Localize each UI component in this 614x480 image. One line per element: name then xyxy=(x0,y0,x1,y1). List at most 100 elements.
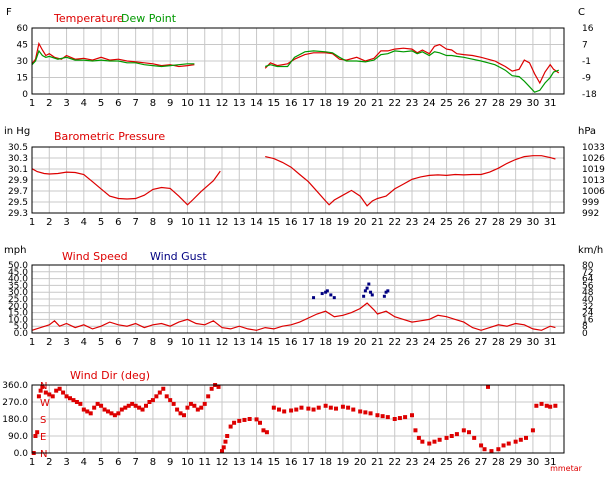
wind-dir-point xyxy=(57,386,62,391)
x-tick-label: 16 xyxy=(285,457,298,468)
wind-dir-grid xyxy=(31,384,564,454)
wind-dir-point xyxy=(102,407,107,412)
wind-dir-point xyxy=(199,405,204,410)
x-tick-label: 9 xyxy=(167,337,173,348)
x-tick-label: 8 xyxy=(150,337,156,348)
right-tick-label: 1026 xyxy=(582,154,605,164)
wind-dir-point xyxy=(99,403,104,408)
wind-gust-point xyxy=(325,289,329,293)
wind-dir-point xyxy=(482,447,487,452)
x-tick-label: 21 xyxy=(371,457,384,468)
wind-dir-point xyxy=(254,417,259,422)
wind-dir-point xyxy=(489,449,494,454)
wind-dir-point xyxy=(154,394,159,399)
wind-dir-point xyxy=(47,392,52,397)
x-tick-label: 23 xyxy=(406,457,419,468)
left-tick-label: 270.0 xyxy=(2,398,28,408)
wind-dir-point xyxy=(144,403,148,408)
x-tick-label: 29 xyxy=(509,217,522,228)
wind-dir-point xyxy=(548,404,553,409)
wind-dir-point xyxy=(237,418,242,423)
wind-dir-point xyxy=(88,411,93,416)
x-tick-label: 2 xyxy=(46,337,52,348)
x-tick-label: 26 xyxy=(457,337,470,348)
wind-dir-point xyxy=(479,443,484,448)
wind-dir-point xyxy=(106,409,110,414)
temp-right-ticks: 16 7 -1 -9 -18 xyxy=(582,24,597,100)
wind-dir-point xyxy=(392,417,397,421)
left-tick-label: 30.3 xyxy=(8,154,28,164)
wind-dir-point xyxy=(420,439,425,444)
x-tick-label: 27 xyxy=(475,337,488,348)
wind-dir-point xyxy=(216,384,221,389)
x-tick-label: 26 xyxy=(457,98,470,109)
wind-dir-point xyxy=(85,409,90,414)
x-tick-label: 28 xyxy=(492,98,505,109)
right-tick-label: 999 xyxy=(582,198,599,208)
wind-dir-point xyxy=(264,430,269,435)
wind-dir-point xyxy=(61,390,66,395)
left-tick-label: 40.0 xyxy=(8,275,28,285)
wind-gust-point xyxy=(386,289,390,293)
right-tick-label: 992 xyxy=(582,209,599,219)
right-tick-label: 7 xyxy=(582,41,588,51)
x-tick-label: 12 xyxy=(216,457,229,468)
watermark: mmetar xyxy=(550,464,583,473)
x-tick-label: 7 xyxy=(132,457,138,468)
x-tick-label: 1 xyxy=(29,337,35,348)
wind-dir-point xyxy=(397,416,402,421)
wind-dir-point xyxy=(299,405,304,410)
x-tick-label: 27 xyxy=(475,457,488,468)
left-tick-label: 45 xyxy=(17,41,28,51)
right-tick-label: 1006 xyxy=(582,187,605,197)
wind-gust-point xyxy=(370,293,374,297)
x-tick-label: 8 xyxy=(150,457,156,468)
wind-dir-point xyxy=(358,409,363,414)
x-tick-label: 8 xyxy=(150,98,156,109)
x-tick-label: 10 xyxy=(181,457,194,468)
x-tick-label: 9 xyxy=(167,457,173,468)
x-tick-label: 31 xyxy=(544,457,557,468)
wind-gust-point xyxy=(369,290,373,294)
wind-dir-point xyxy=(123,405,128,410)
compass-label: E xyxy=(40,432,46,443)
wind-dir-point xyxy=(496,447,501,452)
wind-x-ticks: 1 2 3 4 5 6 7 8 9 10 11 12 13 14 15 16 17 18 19 20 21 22 23 24 2… xyxy=(29,337,557,348)
x-tick-label: 25 xyxy=(440,337,453,348)
wind-dir-point xyxy=(416,435,421,440)
x-tick-label: 4 xyxy=(81,457,87,468)
wind-dir-point xyxy=(140,407,145,412)
wind-dir-point xyxy=(171,401,176,406)
wind-dir-point xyxy=(206,394,211,399)
x-tick-label: 24 xyxy=(423,98,436,109)
x-tick-label: 18 xyxy=(319,457,332,468)
x-tick-label: 18 xyxy=(319,217,332,228)
wind-dir-point xyxy=(137,405,142,410)
wind-left-ticks: 50.045.040.035.030.025.020.015.010.05.00… xyxy=(8,261,28,339)
wind-dir-point xyxy=(109,411,114,416)
wind-dir-point xyxy=(427,441,432,446)
right-tick-label: 1019 xyxy=(582,165,605,175)
x-tick-label: 28 xyxy=(492,337,505,348)
wind-dir-point xyxy=(444,435,449,440)
wind-dir-point xyxy=(539,401,544,406)
left-tick-label: 25.0 xyxy=(8,295,28,305)
x-tick-label: 31 xyxy=(544,217,557,228)
wind-dir-x-ticks: 1 2 3 4 5 6 7 8 9 10 11 12 13 14 15 16 17 18 19 20 21 22 23 24 2… xyxy=(29,457,557,468)
wind-dir-title: Wind Dir (deg) xyxy=(70,369,150,382)
wind-dir-point xyxy=(36,394,41,399)
temperature-line xyxy=(31,41,195,68)
wind-gust-point xyxy=(312,296,316,300)
x-tick-label: 11 xyxy=(198,457,211,468)
wind-gust-point xyxy=(367,282,371,286)
barometric-pressure-line xyxy=(265,155,556,207)
right-tick-label: -9 xyxy=(582,74,591,84)
x-tick-label: 28 xyxy=(492,217,505,228)
wind-direction-panel: Wind Dir (deg) 360.0 270.0 180.0 90.0 0.0 N W… xyxy=(2,369,565,468)
x-tick-label: 27 xyxy=(475,98,488,109)
wind-dir-point xyxy=(534,403,539,408)
x-tick-label: 14 xyxy=(250,457,263,468)
wind-dir-point xyxy=(92,405,97,410)
